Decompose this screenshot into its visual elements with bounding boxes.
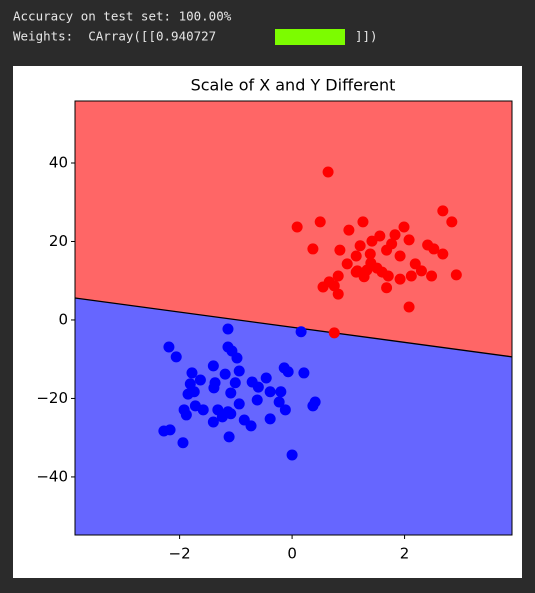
- lower-region: [75, 297, 512, 535]
- point: [426, 270, 438, 282]
- point: [328, 280, 340, 292]
- point: [264, 413, 276, 425]
- point: [231, 352, 243, 364]
- point: [446, 216, 458, 228]
- point: [298, 367, 310, 379]
- point: [273, 396, 285, 408]
- point: [180, 409, 192, 421]
- point: [309, 396, 321, 408]
- point: [219, 368, 231, 380]
- point: [222, 323, 234, 335]
- point: [286, 449, 298, 461]
- point: [317, 281, 329, 293]
- point: [403, 234, 415, 246]
- point: [260, 372, 272, 384]
- point: [389, 229, 401, 241]
- y-tick-label: 20: [49, 232, 68, 250]
- point: [351, 265, 363, 277]
- point: [291, 221, 303, 233]
- point: [328, 327, 340, 339]
- weights-suffix: ]]): [355, 29, 378, 44]
- point: [307, 243, 319, 255]
- point: [251, 394, 263, 406]
- point: [361, 264, 373, 276]
- point: [428, 243, 440, 255]
- accuracy-line: Accuracy on test set: 100.00%: [13, 9, 232, 24]
- point: [322, 166, 334, 178]
- point: [252, 381, 264, 393]
- point: [264, 386, 276, 398]
- point: [374, 230, 386, 242]
- point: [450, 269, 462, 281]
- point: [189, 400, 201, 412]
- point: [381, 282, 393, 294]
- point: [164, 424, 176, 436]
- point: [343, 224, 355, 236]
- point: [163, 341, 175, 353]
- point: [222, 406, 234, 418]
- point: [350, 250, 362, 262]
- point: [354, 240, 366, 252]
- plot-frame: [74, 100, 513, 536]
- point: [403, 301, 415, 313]
- point: [398, 221, 410, 233]
- point: [334, 244, 346, 256]
- point: [186, 367, 198, 379]
- point: [207, 416, 219, 428]
- point: [229, 377, 241, 389]
- decision-boundary: [74, 297, 513, 358]
- x-tick-label: 0: [287, 545, 297, 563]
- x-tick-label: −2: [169, 545, 191, 563]
- point: [364, 248, 376, 260]
- chart-title: Scale of X and Y Different: [191, 76, 396, 95]
- point: [394, 250, 406, 262]
- point: [275, 386, 287, 398]
- weights-prefix: Weights: CArray([[0.940727: [13, 29, 216, 44]
- y-tick-label: −20: [36, 389, 68, 407]
- point: [437, 248, 449, 260]
- point: [341, 258, 353, 270]
- point: [437, 205, 449, 217]
- point: [279, 404, 291, 416]
- point: [295, 326, 307, 338]
- point: [314, 216, 326, 228]
- point: [366, 235, 378, 247]
- point: [405, 270, 417, 282]
- point: [245, 420, 257, 432]
- highlight: [275, 29, 345, 45]
- x-tick-label: 2: [400, 545, 410, 563]
- point: [394, 273, 406, 285]
- point: [208, 382, 220, 394]
- y-tick-label: −40: [36, 467, 68, 485]
- point: [170, 351, 182, 363]
- point: [382, 270, 394, 282]
- point: [233, 365, 245, 377]
- point: [223, 431, 235, 443]
- point: [177, 437, 189, 449]
- point: [371, 262, 383, 274]
- point: [233, 398, 245, 410]
- point: [194, 374, 206, 386]
- point: [182, 388, 194, 400]
- point: [332, 270, 344, 282]
- point: [415, 265, 427, 277]
- point: [357, 216, 369, 228]
- point: [381, 244, 393, 256]
- point: [282, 366, 294, 378]
- point: [207, 360, 219, 372]
- y-tick-label: 40: [49, 154, 68, 172]
- y-tick-label: 0: [58, 310, 68, 328]
- point: [332, 288, 344, 300]
- point: [225, 387, 237, 399]
- point: [409, 258, 421, 270]
